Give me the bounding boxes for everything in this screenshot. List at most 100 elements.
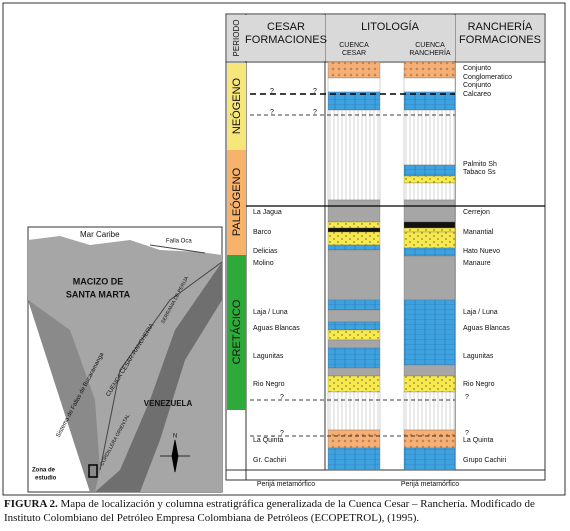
formation: Lagunitas [253,353,284,360]
formation: Calcareo [463,91,491,98]
litho-unit [403,247,456,257]
header: RANCHERÍA [468,20,533,33]
header: PERIODO [232,20,241,57]
formation: La Quinta [463,437,493,444]
formation: Laja / Luna [253,309,288,316]
formation: Rio Negro [463,381,495,388]
litho-unit [327,77,381,93]
litho-unit [327,199,381,223]
formation: Rio Negro [253,381,285,388]
unknown-marker: ? [270,88,274,95]
unknown-marker: ? [280,394,284,401]
formation: Aguas Blancas [463,325,510,332]
header: CUENCA [415,42,445,49]
unknown-marker: ? [280,430,284,437]
map-label: N [173,434,177,440]
header-bg [326,15,455,61]
formation: Molino [253,260,274,267]
header: LITOLOGÍA [361,20,420,33]
column-border [225,13,546,481]
header: CESAR [267,21,305,33]
fault [99,261,223,471]
map-label: VENEZUELA [144,399,193,408]
header-bg [227,15,325,61]
north-arrow [160,439,190,473]
formation: Conglomeratico [463,74,512,81]
litho-unit [403,227,456,233]
unknown-marker: ? [465,430,469,437]
period: NEÓGENO [230,77,243,134]
header: CESAR [342,50,366,57]
litho-unit [403,164,456,177]
litho-unit [327,329,381,341]
map-label: Zona de [32,468,56,474]
oca-fault [149,244,206,254]
period: CRETÁCICO [230,299,243,364]
litho-unit [327,221,381,229]
formation: Palmito Sh [463,161,497,168]
map-label: MACIZO DE [73,276,124,286]
header: RANCHERÍA [409,48,451,57]
map-label: SANTA MARTA [66,289,131,299]
perija-range [95,262,222,492]
formation: Cerrejon [463,209,490,216]
litho-unit [327,244,381,251]
litho-unit [327,231,381,246]
formation: Lagunitas [463,353,494,360]
map-label: Falla Oca [166,239,192,245]
formation: La Jagua [253,209,282,216]
header: FORMACIONES [459,34,541,46]
basement: Perijá metamórfico [257,481,315,488]
litho-unit [403,221,456,229]
litho-unit [403,447,456,471]
header-bg [456,15,544,61]
formation: Aguas Blancas [253,325,300,332]
formation: Gr. Cachiri [253,457,287,464]
formation: Conjunto [463,65,491,72]
period-neogene [227,63,246,150]
unknown-marker: ? [465,394,469,401]
litho-unit [403,199,456,223]
litho-unit [327,447,381,471]
litho-unit [403,231,456,249]
formation: Hato Nuevo [463,248,500,255]
litho-unit [403,375,456,393]
study-area-box [88,464,98,478]
header: CUENCA [339,42,369,49]
litho-unit [327,367,381,377]
litho-unit [403,109,456,166]
cordillera [28,300,100,492]
litho-unit [327,347,381,369]
litho-unit [327,339,381,349]
litho-unit [327,109,381,201]
unknown-marker: ? [313,88,317,95]
litho-unit [327,227,381,233]
litho-unit [403,182,456,201]
period-paleogene [227,150,246,255]
litho-unit [403,364,456,377]
caption: FIGURA 2. Mapa de localización y columna… [4,497,568,525]
caption-text: Mapa de localización y columna estratigr… [4,498,535,524]
lithology [246,61,545,471]
litho-unit [327,309,381,323]
header: FORMACIONES [245,34,327,46]
formation: Manaure [463,260,491,267]
map [27,226,223,493]
litho-unit [403,61,456,79]
unknown-marker: ? [313,109,317,116]
formation: La Quinta [253,437,283,444]
litho-unit [403,77,456,93]
formation: Delicias [253,248,278,255]
litho-unit [327,249,381,301]
unknown-marker: ? [270,109,274,116]
formation: Conjunto [463,82,491,89]
litho-unit [403,255,456,301]
litho-unit [403,429,456,449]
basement: Perijá metamórfico [401,481,459,488]
period: PALEÓGENO [230,167,243,236]
formation: Barco [253,229,271,236]
formation: Laja / Luna [463,309,498,316]
period-cretaceous [227,255,246,410]
formation: Manantial [463,229,494,236]
